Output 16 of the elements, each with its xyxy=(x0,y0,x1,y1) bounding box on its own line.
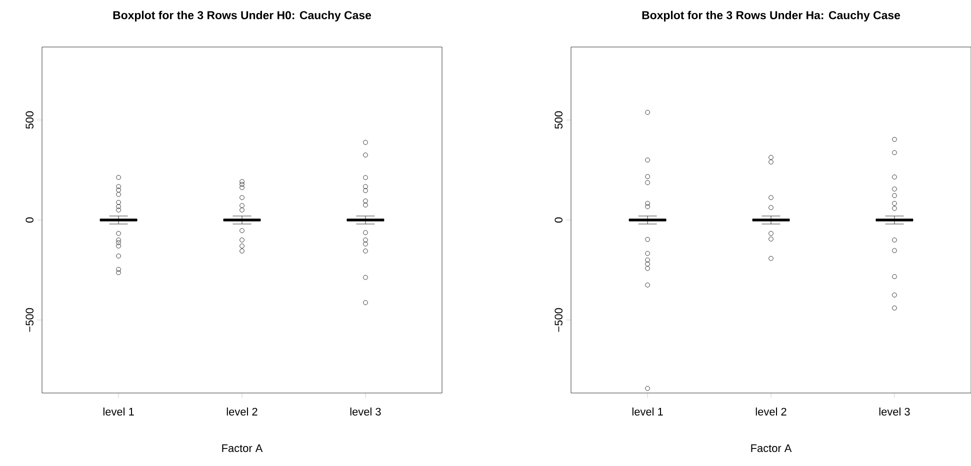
x-tick-label: level 3 xyxy=(879,408,910,416)
x-axis-title: Factor A xyxy=(751,444,792,452)
y-tick-label: 500 xyxy=(554,111,562,129)
chart-title: Boxplot for the 3 Rows Under Ha: Cauchy Case xyxy=(642,10,900,22)
x-tick-label: level 3 xyxy=(350,408,381,416)
x-tick-label: level 2 xyxy=(756,408,786,416)
y-tick-label: 500 xyxy=(26,111,34,129)
y-tick-label: 0 xyxy=(26,217,34,223)
x-tick-label: level 1 xyxy=(632,408,663,416)
y-tick-label: −500 xyxy=(554,308,562,332)
y-tick-label: 0 xyxy=(554,217,562,223)
x-tick-label: level 2 xyxy=(226,408,258,416)
y-tick-label: −500 xyxy=(26,308,34,332)
x-tick-label: level 1 xyxy=(103,408,134,416)
x-axis-title: Factor A xyxy=(222,444,263,452)
chart-title: Boxplot for the 3 Rows Under H0: Cauchy Case xyxy=(113,10,372,22)
